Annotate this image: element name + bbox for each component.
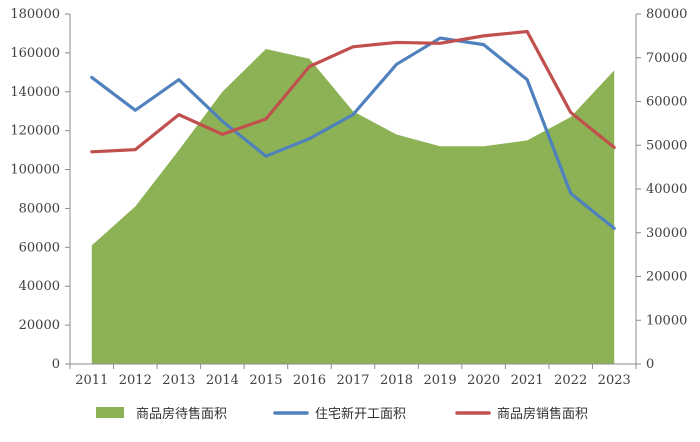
x-tick-label: 2012	[119, 373, 152, 388]
x-tick-label: 2016	[293, 373, 326, 388]
left-tick-label: 100000	[10, 163, 60, 178]
x-tick-label: 2011	[75, 373, 108, 388]
right-tick-label: 10000	[646, 313, 687, 328]
legend-label: 商品房待售面积	[136, 406, 227, 422]
left-tick-label: 180000	[10, 7, 60, 22]
area-series-0	[91, 49, 615, 364]
lines-layer	[90, 29, 616, 230]
line-series-0	[90, 36, 616, 230]
legend: 商品房待售面积 住宅新开工面积 商品房销售面积	[96, 406, 588, 422]
x-tick-label: 2022	[554, 373, 587, 388]
right-tick-label: 30000	[646, 226, 687, 241]
right-tick-label: 20000	[646, 270, 687, 285]
left-tick-label: 60000	[19, 240, 60, 255]
left-tick-label: 160000	[10, 46, 60, 61]
line-series-1	[90, 29, 616, 154]
x-tick-label: 2021	[511, 373, 544, 388]
area-layer	[91, 49, 615, 364]
left-tick-label: 140000	[10, 85, 60, 100]
legend-label: 住宅新开工面积	[315, 406, 406, 422]
right-tick-label: 40000	[646, 182, 687, 197]
right-tick-label: 70000	[646, 51, 687, 66]
x-tick-label: 2019	[424, 373, 457, 388]
x-tick-label: 2023	[598, 373, 631, 388]
left-tick-label: 40000	[19, 279, 60, 294]
legend-label: 商品房销售面积	[497, 406, 588, 422]
x-tick-label: 2018	[380, 373, 413, 388]
x-tick-label: 2013	[162, 373, 195, 388]
x-tick-label: 2015	[249, 373, 282, 388]
ticks-layer: 0200004000060000800001000001200001400001…	[10, 7, 687, 388]
right-tick-label: 0	[646, 357, 654, 372]
legend-item: 住宅新开工面积	[273, 406, 406, 422]
legend-item: 商品房待售面积	[96, 406, 227, 422]
left-tick-label: 80000	[19, 201, 60, 216]
right-tick-label: 80000	[646, 7, 687, 22]
x-tick-label: 2017	[336, 373, 369, 388]
left-tick-label: 0	[52, 357, 60, 372]
right-tick-label: 60000	[646, 95, 687, 110]
x-tick-label: 2014	[206, 373, 239, 388]
left-tick-label: 20000	[19, 318, 60, 333]
x-tick-label: 2020	[467, 373, 500, 388]
legend-swatch	[96, 407, 124, 418]
right-tick-label: 50000	[646, 138, 687, 153]
left-tick-label: 120000	[10, 124, 60, 139]
legend-item: 商品房销售面积	[455, 406, 588, 422]
